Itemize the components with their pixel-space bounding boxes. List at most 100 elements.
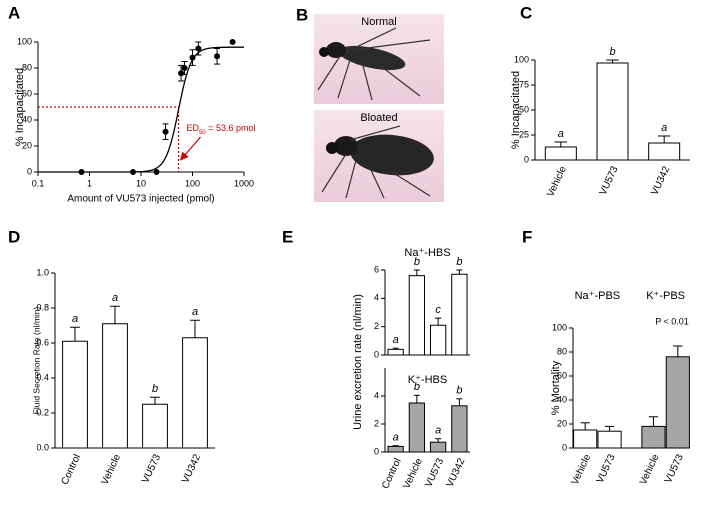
x-tick-label: Control [60, 453, 84, 487]
y-tick-label: 100 [514, 54, 529, 64]
panel-letter: C [520, 3, 532, 22]
y-tick-label: 0 [524, 154, 529, 164]
bar [648, 142, 681, 161]
significance-letter: b [456, 256, 462, 268]
y-tick-label: 0.6 [36, 337, 49, 347]
panel-letter: A [8, 3, 20, 22]
y-tick-label: 100 [17, 36, 32, 46]
annotation: ED50 = 53.6 pmol [187, 123, 256, 135]
y-axis-label: % Incapacitated [14, 68, 26, 146]
annotation: P < 0.01 [655, 316, 689, 326]
data-point [153, 169, 160, 175]
panel-letter: F [522, 227, 532, 246]
chart-title: Na⁺-HBS [404, 247, 450, 259]
y-axis-label: Urine excretion rate (nl/min) [352, 294, 364, 430]
data-point [78, 169, 85, 175]
bar [408, 402, 426, 453]
x-tick-label: 100 [185, 178, 200, 188]
y-tick-label: 40 [22, 114, 32, 124]
fit-curve [38, 46, 244, 173]
data-point [214, 53, 221, 60]
data-point [130, 169, 137, 175]
data-point [178, 70, 185, 77]
significance-letter: a [393, 334, 399, 346]
x-tick-label: VU573 [423, 456, 446, 489]
y-tick-label: 2 [374, 321, 379, 331]
image-label: Normal [361, 16, 396, 28]
significance-letter: b [414, 256, 420, 268]
panel-letter: B [296, 5, 308, 24]
photo-bloated: Bloated [314, 110, 444, 202]
y-tick-label: 25 [519, 129, 529, 139]
y-tick-label: 4 [374, 390, 379, 400]
data-point [162, 128, 169, 135]
y-tick-label: 0.2 [36, 407, 49, 417]
panel-letter: D [8, 227, 20, 246]
bar [387, 445, 404, 453]
annotation-text: = 53.6 pmol [206, 123, 256, 133]
y-tick-label: 80 [557, 346, 567, 356]
y-tick-label: 80 [22, 62, 32, 72]
bar [102, 323, 128, 449]
y-tick-label: 50 [519, 104, 529, 114]
x-tick-label: VU342 [445, 456, 468, 489]
y-axis-label: Fluid Secretion Rate (nl/min) [31, 306, 41, 414]
y-tick-label: 0 [374, 446, 379, 456]
significance-letter: a [72, 313, 78, 325]
bar [544, 146, 577, 161]
x-tick-label: VU342 [649, 164, 672, 197]
x-tick-label: 0.1 [32, 178, 45, 188]
significance-letter: c [435, 304, 441, 316]
significance-letter: a [112, 292, 118, 304]
significance-letter: b [609, 46, 615, 58]
y-axis-label: % Mortality [550, 360, 562, 415]
x-tick-label: VU573 [595, 452, 618, 485]
data-point [195, 45, 202, 52]
data-point [229, 39, 236, 45]
y-axis-label: % Incapacitated [510, 71, 522, 149]
y-tick-label: 60 [557, 370, 567, 380]
y-tick-label: 4 [374, 293, 379, 303]
bar [142, 403, 168, 449]
significance-letter: a [661, 122, 667, 134]
y-tick-label: 0.8 [36, 302, 49, 312]
y-tick-label: 0 [374, 349, 379, 359]
bar [573, 429, 598, 449]
y-tick-label: 40 [557, 394, 567, 404]
y-tick-label: 75 [519, 79, 529, 89]
y-tick-label: 0 [27, 166, 32, 176]
significance-letter: a [435, 425, 441, 437]
significance-letter: a [558, 128, 564, 140]
bar [451, 405, 468, 453]
significance-letter: b [152, 383, 158, 395]
x-tick-label: Vehicle [638, 452, 662, 486]
y-tick-label: 2 [374, 418, 379, 428]
x-tick-label: VU573 [598, 164, 621, 197]
y-tick-label: 6 [374, 264, 379, 274]
annotation-text: ED [187, 123, 200, 133]
x-tick-label: Vehicle [545, 164, 569, 198]
x-tick-label: Control [380, 457, 404, 491]
y-tick-label: 0.0 [36, 442, 49, 452]
y-tick-label: 100 [552, 322, 567, 332]
bar [408, 275, 426, 356]
bar [641, 425, 666, 449]
x-tick-label: VU342 [180, 452, 203, 485]
data-point [189, 54, 196, 61]
chart-title: K⁺-HBS [408, 374, 447, 386]
x-tick-label: VU573 [663, 452, 686, 485]
panel-letter: E [282, 227, 293, 246]
bar [429, 441, 447, 453]
y-tick-label: 60 [22, 88, 32, 98]
x-axis-label: Amount of VU573 injected (pmol) [67, 194, 214, 205]
y-tick-label: 0.4 [36, 372, 49, 382]
y-tick-label: 20 [557, 418, 567, 428]
x-tick-label: 1 [87, 178, 92, 188]
bar [596, 62, 629, 161]
bar [597, 430, 622, 449]
y-tick-label: 0 [562, 442, 567, 452]
significance-letter: b [456, 385, 462, 397]
bar [62, 340, 88, 449]
x-tick-label: Vehicle [401, 456, 425, 490]
